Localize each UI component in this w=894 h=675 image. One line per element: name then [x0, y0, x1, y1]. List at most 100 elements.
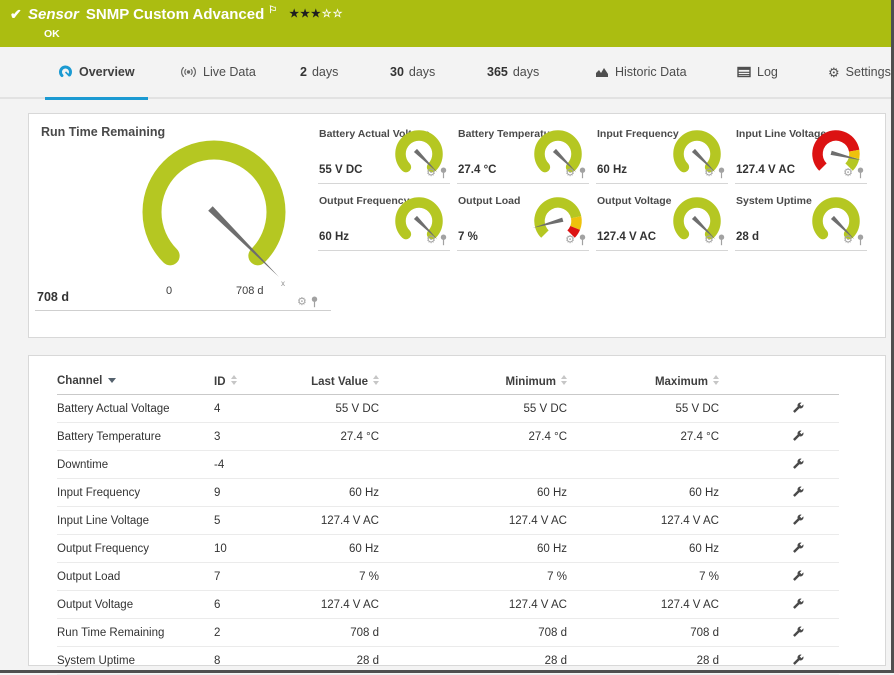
- priority-stars[interactable]: ★★★☆☆: [289, 8, 343, 20]
- tab-label: Log: [757, 65, 778, 79]
- sensor-name: SNMP Custom Advanced: [85, 6, 265, 23]
- gear-icon[interactable]: ⚙: [426, 233, 436, 246]
- gear-icon[interactable]: ⚙: [426, 166, 436, 179]
- gear-icon[interactable]: ⚙: [565, 233, 575, 246]
- wrench-icon: [793, 486, 804, 497]
- channel-settings-button[interactable]: [792, 653, 805, 666]
- table-row[interactable]: Output Load 7 7 % 7 % 7 %: [57, 562, 839, 591]
- cell-id: 6: [214, 590, 269, 619]
- gear-icon[interactable]: ⚙: [565, 166, 575, 179]
- pin-icon[interactable]: [310, 296, 319, 308]
- main-gauge-title: Run Time Remaining: [41, 125, 166, 139]
- channel-settings-button[interactable]: [792, 485, 805, 498]
- table-row[interactable]: Run Time Remaining 2 708 d 708 d 708 d: [57, 618, 839, 647]
- tab-30-days[interactable]: 30 days: [377, 47, 448, 97]
- column-header-id[interactable]: ID: [214, 368, 269, 395]
- gear-icon[interactable]: ⚙: [704, 166, 714, 179]
- stars-filled[interactable]: ★★★: [289, 8, 322, 20]
- tab-label: Live Data: [203, 65, 256, 79]
- gauge-value: 127.4 V AC: [736, 164, 796, 176]
- tab-2-days[interactable]: 2 days: [287, 47, 351, 97]
- cell-actions: [719, 422, 839, 451]
- channel-settings-button[interactable]: [792, 513, 805, 526]
- window-right-edge: [891, 0, 894, 673]
- cell-last-value: 60 Hz: [269, 478, 379, 507]
- gauge-cell: Input Frequency 60 Hz ⚙: [596, 122, 728, 184]
- table-row[interactable]: Battery Actual Voltage 4 55 V DC 55 V DC 55 …: [57, 394, 839, 423]
- channel-table: Channel ID Last Value Minimum Maximum Batter…: [57, 368, 839, 675]
- divider: [457, 183, 589, 184]
- broadcast-icon: [181, 67, 196, 77]
- cell-last-value: 708 d: [269, 618, 379, 647]
- tab-settings[interactable]: ⚙ Settings: [815, 47, 894, 97]
- cell-id: 3: [214, 422, 269, 451]
- gauge-cell: Output Load 7 % ⚙: [457, 189, 589, 251]
- cell-minimum: 60 Hz: [379, 478, 567, 507]
- table-row[interactable]: Downtime -4: [57, 450, 839, 479]
- stars-empty[interactable]: ☆☆: [321, 8, 344, 20]
- cell-minimum: 27.4 °C: [379, 422, 567, 451]
- channel-settings-button[interactable]: [792, 569, 805, 582]
- cell-minimum: 60 Hz: [379, 534, 567, 563]
- gear-icon[interactable]: ⚙: [704, 233, 714, 246]
- cell-last-value: 7 %: [269, 562, 379, 591]
- tab-label: days: [512, 65, 540, 79]
- divider: [735, 250, 867, 251]
- cell-id: 2: [214, 618, 269, 647]
- table-row[interactable]: Output Voltage 6 127.4 V AC 127.4 V AC 127.4…: [57, 590, 839, 619]
- tab-log[interactable]: Log: [724, 47, 791, 97]
- cell-maximum: 127.4 V AC: [567, 590, 719, 619]
- channel-settings-button[interactable]: [792, 597, 805, 610]
- channel-settings-button[interactable]: [792, 401, 805, 414]
- gear-icon[interactable]: ⚙: [297, 295, 307, 308]
- gear-icon[interactable]: ⚙: [843, 233, 853, 246]
- main-gauge: x: [142, 140, 286, 286]
- gear-icon[interactable]: ⚙: [843, 166, 853, 179]
- tab-365-days[interactable]: 365 days: [474, 47, 552, 97]
- cell-minimum: 708 d: [379, 618, 567, 647]
- table-row[interactable]: Output Frequency 10 60 Hz 60 Hz 60 Hz: [57, 534, 839, 563]
- gauge: [673, 130, 721, 173]
- cell-id: 5: [214, 506, 269, 535]
- gauge-value: 127.4 V AC: [597, 231, 657, 243]
- tab-historic-data[interactable]: Historic Data: [582, 47, 700, 97]
- sort-icons: [230, 374, 237, 385]
- column-header-maximum[interactable]: Maximum: [567, 368, 719, 395]
- gear-icon: ⚙: [828, 64, 840, 80]
- pin-icon[interactable]: [439, 167, 448, 179]
- sort-icons: [373, 374, 379, 385]
- channel-settings-button[interactable]: [792, 625, 805, 638]
- svg-text:x: x: [281, 279, 285, 286]
- pin-icon[interactable]: [856, 234, 865, 246]
- gauge-value: 28 d: [736, 231, 760, 243]
- column-header-actions: [719, 368, 839, 395]
- cell-minimum: 127.4 V AC: [379, 506, 567, 535]
- gauge: [395, 197, 443, 240]
- column-header-last-value[interactable]: Last Value: [269, 368, 379, 395]
- gauge-value: 60 Hz: [597, 164, 628, 176]
- table-row[interactable]: Input Frequency 9 60 Hz 60 Hz 60 Hz: [57, 478, 839, 507]
- column-header-channel[interactable]: Channel: [57, 368, 214, 395]
- channel-settings-button[interactable]: [792, 541, 805, 554]
- divider: [596, 250, 728, 251]
- table-row[interactable]: Input Line Voltage 5 127.4 V AC 127.4 V AC 1…: [57, 506, 839, 535]
- pin-icon[interactable]: [578, 234, 587, 246]
- pin-icon[interactable]: [717, 234, 726, 246]
- gauge-cell: Output Frequency 60 Hz ⚙: [318, 189, 450, 251]
- cell-last-value: 60 Hz: [269, 534, 379, 563]
- pin-icon[interactable]: [717, 167, 726, 179]
- favorite-flag-icon[interactable]: ⚐: [268, 5, 278, 16]
- pin-icon[interactable]: [856, 167, 865, 179]
- pin-icon[interactable]: [578, 167, 587, 179]
- table-row[interactable]: Battery Temperature 3 27.4 °C 27.4 °C 27.4 °…: [57, 422, 839, 451]
- channel-settings-button[interactable]: [792, 429, 805, 442]
- column-header-minimum[interactable]: Minimum: [379, 368, 567, 395]
- pin-icon[interactable]: [439, 234, 448, 246]
- cell-last-value: 27.4 °C: [269, 422, 379, 451]
- gauge-value: 27.4 °C: [458, 164, 497, 176]
- gauge-title: Input Frequency: [597, 128, 679, 140]
- main-gauge-min-label: 0: [166, 285, 173, 297]
- tab-live-data[interactable]: Live Data: [167, 47, 269, 97]
- tab-overview[interactable]: Overview: [45, 47, 148, 100]
- channel-settings-button[interactable]: [792, 457, 805, 470]
